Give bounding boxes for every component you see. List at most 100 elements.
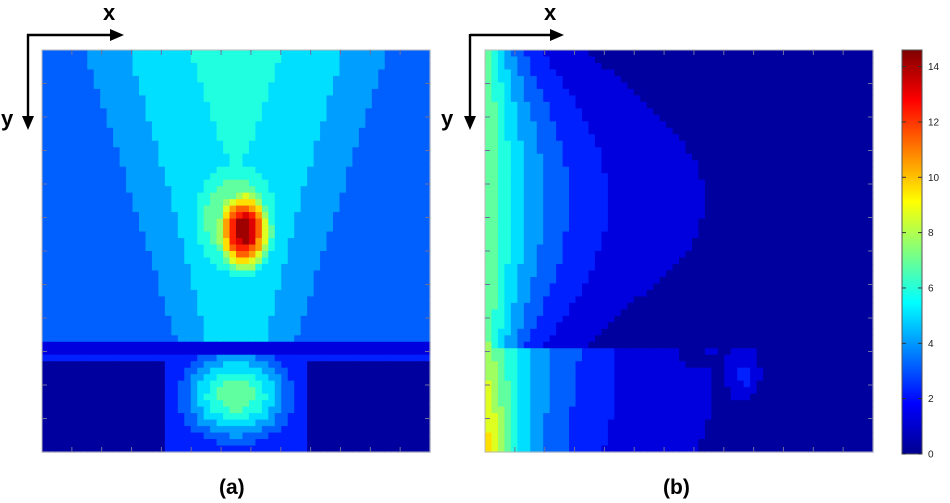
heatmap-a-cell xyxy=(119,114,127,122)
heatmap-b-cell xyxy=(594,179,602,187)
heatmap-a-cell xyxy=(404,101,412,109)
heatmap-b-cell xyxy=(724,134,732,142)
heatmap-a-cell xyxy=(307,348,315,356)
heatmap-a-cell xyxy=(410,400,418,408)
heatmap-a-cell xyxy=(248,88,256,96)
heatmap-a-cell xyxy=(74,95,82,103)
heatmap-a-cell xyxy=(203,283,211,291)
heatmap-a-cell xyxy=(190,367,198,375)
heatmap-a-cell xyxy=(261,153,269,161)
heatmap-a-cell xyxy=(164,406,172,414)
heatmap-a-cell xyxy=(339,328,347,336)
heatmap-b-cell xyxy=(698,173,706,181)
heatmap-a-cell xyxy=(42,127,50,135)
heatmap-a-cell xyxy=(87,432,95,440)
heatmap-a-cell xyxy=(255,160,263,168)
heatmap-b-cell xyxy=(582,101,590,109)
heatmap-a-cell xyxy=(320,134,328,142)
heatmap-b-cell xyxy=(666,50,674,58)
heatmap-a-cell xyxy=(236,192,244,200)
heatmap-b-cell xyxy=(704,88,712,96)
heatmap-a-cell xyxy=(164,88,172,96)
heatmap-a-cell xyxy=(42,82,50,90)
heatmap-a-cell xyxy=(371,186,379,194)
heatmap-a-cell xyxy=(274,296,282,304)
heatmap-a-cell xyxy=(132,114,140,122)
heatmap-a-cell xyxy=(126,315,134,323)
heatmap-b-cell xyxy=(569,82,577,90)
heatmap-a-cell xyxy=(248,75,256,84)
heatmap-a-cell xyxy=(404,263,412,272)
heatmap-b-cell xyxy=(769,114,777,122)
heatmap-b-cell xyxy=(776,50,784,58)
heatmap-a-cell xyxy=(313,192,321,200)
heatmap-a-cell xyxy=(384,56,392,64)
heatmap-a-cell xyxy=(378,328,386,336)
heatmap-a-cell xyxy=(164,114,172,122)
heatmap-b-cell xyxy=(569,88,577,96)
heatmap-b-cell xyxy=(504,88,512,96)
heatmap-b-cell xyxy=(801,82,809,90)
heatmap-a-cell xyxy=(371,134,379,142)
heatmap-a-cell xyxy=(358,439,366,447)
heatmap-a-cell xyxy=(177,186,185,194)
heatmap-a-cell xyxy=(384,114,392,122)
heatmap-a-cell xyxy=(294,225,302,233)
heatmap-b-cell xyxy=(743,108,751,116)
heatmap-a-cell xyxy=(371,127,379,135)
heatmap-a-cell xyxy=(74,263,82,272)
heatmap-b-cell xyxy=(808,88,816,96)
heatmap-b-cell xyxy=(788,82,796,90)
heatmap-a-cell xyxy=(423,341,431,349)
heatmap-b-cell xyxy=(549,147,557,155)
heatmap-a-cell xyxy=(223,179,231,187)
heatmap-a-cell xyxy=(423,205,431,213)
heatmap-a-cell xyxy=(397,56,405,64)
heatmap-a-cell xyxy=(287,173,295,181)
heatmap-a-cell xyxy=(106,62,114,71)
heatmap-a-cell xyxy=(74,82,82,90)
heatmap-b-cell xyxy=(776,166,784,174)
heatmap-a-cell xyxy=(54,322,62,330)
heatmap-a-cell xyxy=(177,127,185,135)
heatmap-a-cell xyxy=(345,419,353,427)
heatmap-a-cell xyxy=(67,69,75,77)
heatmap-a-cell xyxy=(320,335,328,343)
heatmap-a-cell xyxy=(210,212,218,220)
heatmap-a-cell xyxy=(307,335,315,343)
heatmap-b-cell xyxy=(569,114,577,122)
heatmap-a-cell xyxy=(139,179,147,187)
heatmap-a-cell xyxy=(80,101,88,109)
heatmap-a-cell xyxy=(242,387,250,395)
heatmap-a-cell xyxy=(326,75,334,84)
heatmap-a-cell xyxy=(223,393,231,401)
heatmap-a-cell xyxy=(113,393,121,401)
heatmap-a-cell xyxy=(54,238,62,246)
heatmap-a-cell xyxy=(151,56,159,64)
heatmap-a-cell xyxy=(113,380,121,388)
heatmap-a-cell xyxy=(300,361,308,369)
heatmap-a-cell xyxy=(274,140,282,148)
heatmap-a-cell xyxy=(274,400,282,408)
heatmap-a-cell xyxy=(339,166,347,174)
heatmap-a-cell xyxy=(423,153,431,161)
heatmap-b-cell xyxy=(743,95,751,103)
heatmap-a-cell xyxy=(216,361,224,369)
heatmap-b-cell xyxy=(769,166,777,174)
heatmap-a-cell xyxy=(268,380,276,388)
heatmap-a-cell xyxy=(74,134,82,142)
heatmap-b-cell xyxy=(672,82,680,90)
heatmap-a-cell xyxy=(391,251,399,259)
heatmap-a-cell xyxy=(404,270,412,278)
heatmap-a-cell xyxy=(139,75,147,84)
heatmap-b-cell xyxy=(646,166,654,174)
heatmap-a-cell xyxy=(190,88,198,96)
heatmap-b-cell xyxy=(756,153,764,161)
heatmap-b-cell xyxy=(556,114,564,122)
heatmap-a-cell xyxy=(397,69,405,77)
heatmap-a-cell xyxy=(365,296,373,304)
heatmap-b-cell xyxy=(756,82,764,90)
heatmap-a-cell xyxy=(391,445,399,453)
heatmap-a-cell xyxy=(203,413,211,421)
heatmap-a-cell xyxy=(333,380,341,388)
